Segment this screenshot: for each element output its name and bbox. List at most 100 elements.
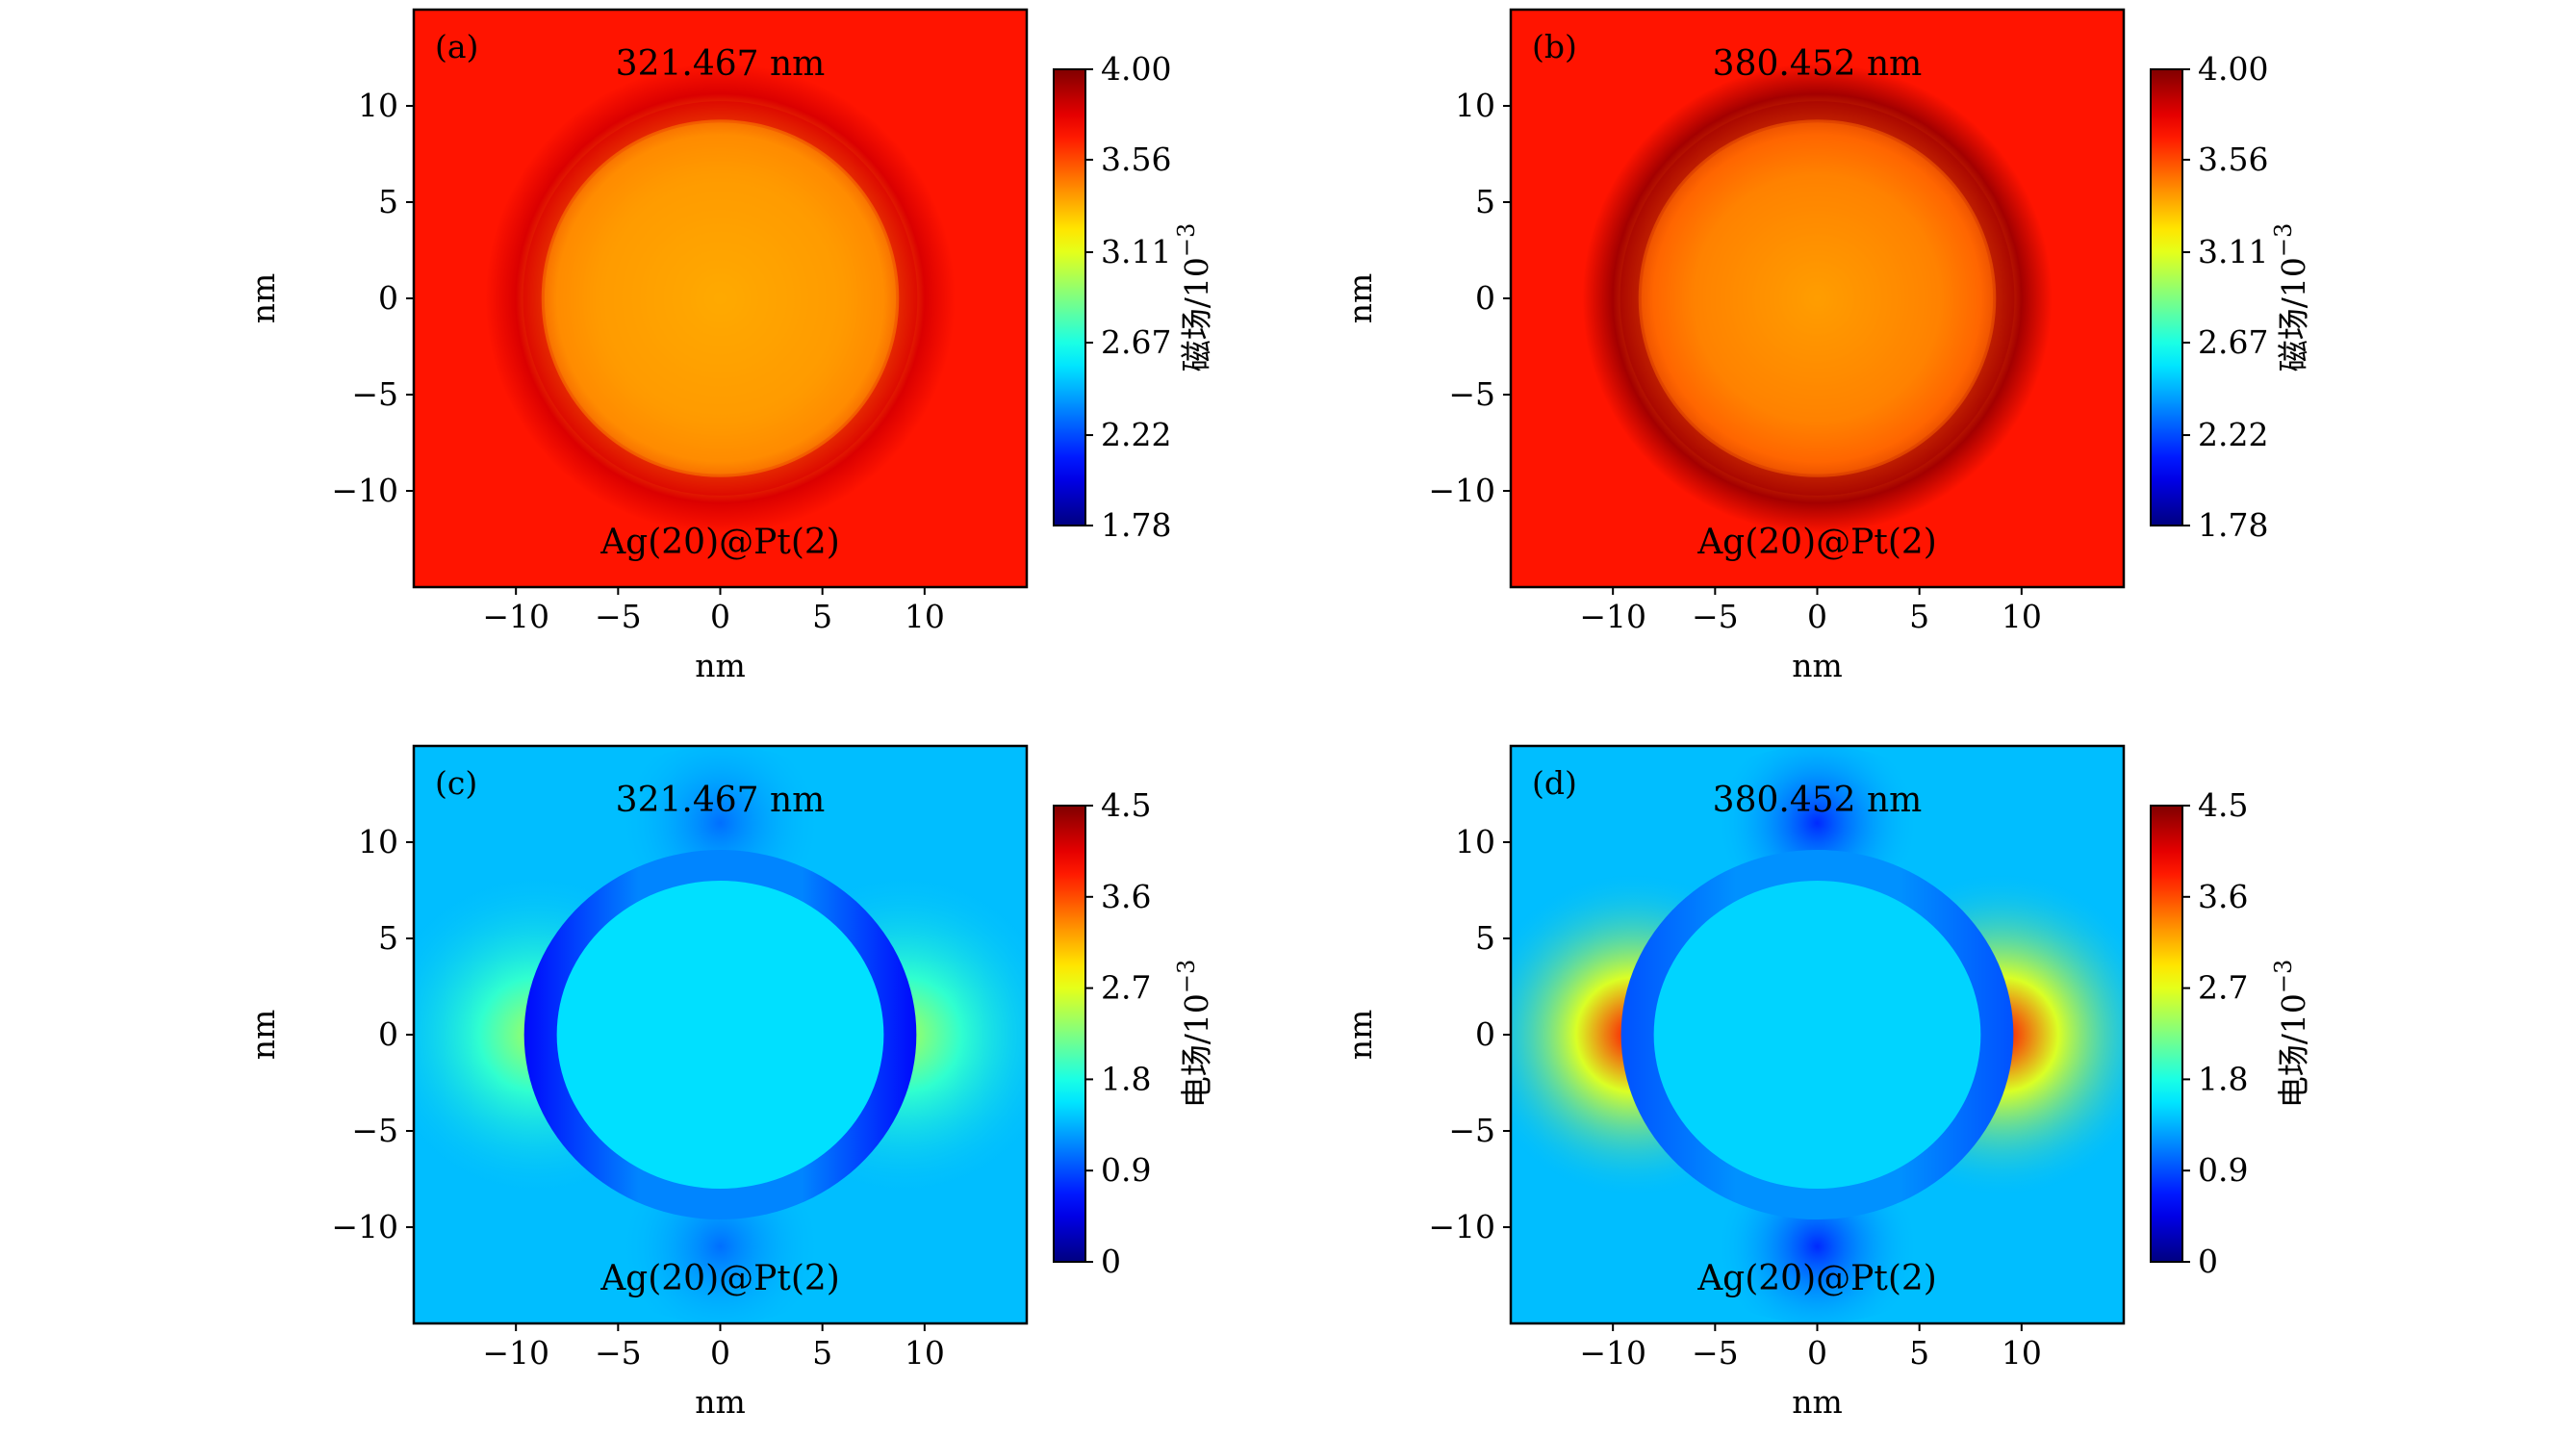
x-axis-label: nm	[695, 647, 746, 684]
wavelength-label: 321.467 nm	[616, 781, 826, 820]
colorbar-tick-label: 2.22	[1101, 416, 1171, 453]
x-axis-label: nm	[1792, 1383, 1843, 1421]
y-tick-label: 0	[378, 279, 398, 317]
colorbar-frame	[2150, 68, 2183, 526]
wavelength-label: 380.452 nm	[1713, 781, 1923, 820]
colorbar-tick-label: 4.00	[2198, 50, 2268, 88]
y-tick-label: 10	[358, 87, 398, 124]
material-label: Ag(20)@Pt(2)	[1696, 523, 1937, 562]
colorbar-tick-label: 2.67	[1101, 323, 1171, 361]
colorbar-label-prefix: 磁场/10	[2275, 257, 2312, 372]
colorbar-label-exponent: −3	[2270, 223, 2297, 257]
y-tick-label: 10	[1455, 87, 1495, 124]
core-disk	[1641, 122, 1994, 475]
y-tick-label: −10	[331, 1208, 398, 1245]
x-tick-label: 5	[812, 1334, 832, 1372]
colorbar-tick-label: 3.11	[2198, 233, 2268, 270]
x-tick-label: 0	[1807, 1334, 1827, 1372]
colorbar-tick-label: 2.22	[2198, 416, 2268, 453]
x-tick-label: 10	[905, 598, 945, 635]
material-label: Ag(20)@Pt(2)	[599, 1259, 840, 1298]
x-tick-label: −5	[595, 1334, 642, 1372]
x-tick-label: 0	[710, 1334, 730, 1372]
x-tick-label: 5	[812, 598, 832, 635]
y-tick-label: 0	[1475, 279, 1495, 317]
y-tick-label: 0	[378, 1015, 398, 1053]
colorbar-tick-label: 3.6	[1101, 878, 1151, 915]
colorbar-tick-label: 1.78	[2198, 506, 2268, 544]
colorbar-tick-label: 2.7	[1101, 969, 1151, 1007]
x-axis-label: nm	[1792, 647, 1843, 684]
y-tick-label: 5	[378, 183, 398, 220]
colorbar-tick-label: 2.67	[2198, 323, 2268, 361]
colorbar-tick-label: 0	[2198, 1243, 2218, 1280]
x-tick-label: 10	[2002, 598, 2042, 635]
pole-top	[1695, 746, 1940, 881]
x-tick-label: 5	[1909, 1334, 1929, 1372]
colorbar-frame	[1053, 68, 1086, 526]
panel-label: (c)	[435, 764, 477, 802]
y-tick-label: −5	[351, 1112, 398, 1149]
pole-top	[598, 746, 843, 881]
shell-ring	[1620, 101, 2015, 496]
y-tick-label: 10	[358, 823, 398, 860]
colorbar	[1054, 806, 1085, 1262]
colorbar	[2151, 806, 2182, 1262]
y-tick-label: −10	[1428, 472, 1495, 509]
y-tick-label: −10	[331, 472, 398, 509]
field-map	[414, 10, 1027, 587]
field-glow	[1582, 63, 2053, 534]
colorbar-tick-label: 0.9	[2198, 1151, 2248, 1189]
x-tick-label: −5	[1692, 1334, 1739, 1372]
wavelength-label: 321.467 nm	[616, 44, 826, 84]
colorbar-label: 磁场/10−3	[2270, 223, 2312, 372]
x-tick-label: 5	[1909, 598, 1929, 635]
x-tick-label: 10	[905, 1334, 945, 1372]
colorbar-label-prefix: 磁场/10	[1178, 257, 1215, 372]
colorbar-label-prefix: 电场/10	[2275, 993, 2312, 1108]
y-tick-label: 5	[1475, 919, 1495, 957]
y-axis-label: nm	[1341, 1010, 1379, 1061]
colorbar-tick-label: 0	[1101, 1243, 1121, 1280]
colorbar-label: 电场/10−3	[1173, 960, 1215, 1109]
panel-label: (b)	[1532, 28, 1577, 65]
core-disk	[556, 881, 884, 1189]
panel-a: −10 −5 0 5 10 10 5 0 −5 −10 nm nm (a) 321.467 nm Ag(20…	[244, 8, 1215, 684]
y-tick-label: 10	[1455, 823, 1495, 860]
x-tick-label: −10	[482, 598, 549, 635]
x-tick-label: −5	[595, 598, 642, 635]
y-axis-label: nm	[1341, 273, 1379, 324]
colorbar-tick-label: 3.6	[2198, 878, 2248, 915]
y-tick-label: −10	[1428, 1208, 1495, 1245]
x-axis-label: nm	[695, 1383, 746, 1421]
field-glow	[485, 63, 956, 534]
material-label: Ag(20)@Pt(2)	[1696, 1259, 1937, 1298]
y-tick-label: −5	[1448, 375, 1495, 413]
colorbar-tick-label: 3.56	[2198, 141, 2268, 178]
field-map	[414, 746, 1027, 1323]
field-map	[1511, 746, 2124, 1323]
colorbar-tick-label: 4.5	[1101, 786, 1151, 824]
panel-d: −10 −5 0 5 10 10 5 0 −5 −10 nm nm (d) 380.452 nm Ag(20…	[1341, 744, 2312, 1421]
panel-b: −10 −5 0 5 10 10 5 0 −5 −10 nm nm (b) 380.452 nm Ag(20…	[1341, 8, 2312, 684]
core-disk	[1653, 881, 1981, 1189]
shell-ring	[523, 101, 918, 496]
colorbar	[2151, 69, 2182, 526]
colorbar-label: 电场/10−3	[2270, 960, 2312, 1109]
core-disk	[544, 122, 897, 475]
x-tick-label: −10	[482, 1334, 549, 1372]
y-axis-label: nm	[244, 273, 282, 324]
colorbar-label-exponent: −3	[1173, 223, 1200, 257]
material-label: Ag(20)@Pt(2)	[599, 523, 840, 562]
colorbar-label-prefix: 电场/10	[1178, 993, 1215, 1108]
colorbar-label-exponent: −3	[1173, 960, 1200, 993]
y-tick-label: 0	[1475, 1015, 1495, 1053]
panel-c: −10 −5 0 5 10 10 5 0 −5 −10 nm nm (c) 321.467 nm Ag(20…	[244, 744, 1215, 1421]
colorbar-frame	[1053, 805, 1086, 1263]
colorbar-tick-label: 3.11	[1101, 233, 1171, 270]
x-tick-label: −5	[1692, 598, 1739, 635]
x-tick-label: 0	[710, 598, 730, 635]
colorbar-frame	[2150, 805, 2183, 1263]
x-tick-label: −10	[1579, 1334, 1646, 1372]
